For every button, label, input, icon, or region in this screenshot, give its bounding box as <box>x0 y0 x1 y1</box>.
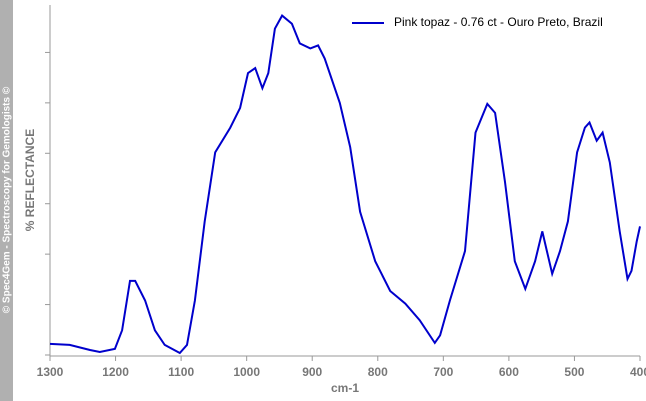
x-axis-label: cm-1 <box>331 381 359 395</box>
x-tick-label: 800 <box>368 365 388 379</box>
x-tick-label: 1200 <box>102 365 129 379</box>
x-tick-label: 700 <box>433 365 453 379</box>
x-tick-label: 900 <box>302 365 322 379</box>
x-tick-label: 1100 <box>168 365 194 379</box>
x-tick-label: 600 <box>499 365 519 379</box>
x-tick-label: 400 <box>630 365 646 379</box>
x-tick-label: 1000 <box>233 365 260 379</box>
side-bar <box>0 0 13 401</box>
side-note: © Spec4Gem - Spectroscopy for Gemologist… <box>2 86 13 313</box>
x-tick-label: 1300 <box>37 365 64 379</box>
legend-label: Pink topaz - 0.76 ct - Ouro Preto, Brazi… <box>394 15 603 29</box>
x-tick-label: 500 <box>564 365 584 379</box>
y-axis-label: % REFLECTANCE <box>23 129 37 231</box>
spectrum-line <box>49 14 641 355</box>
